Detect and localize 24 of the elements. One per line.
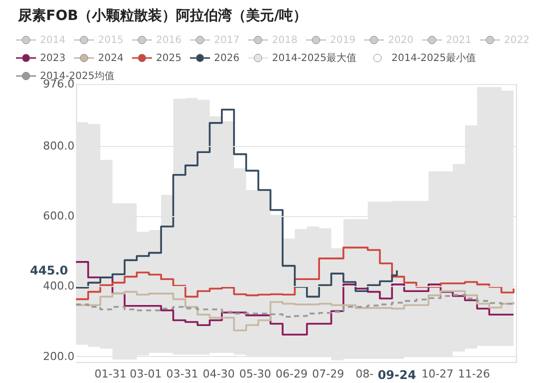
y-tick-label: 800.0 [43, 139, 74, 152]
text: 09-24 [378, 368, 416, 382]
legend-label: 2025 [156, 53, 182, 64]
x-tick-label: 03-01 [130, 368, 162, 380]
x-tick-label: 01-31 [94, 368, 127, 380]
x-tick-label: 11-26 [458, 368, 490, 380]
legend-label: 2023 [40, 53, 66, 64]
x-tick-label: 03-31 [166, 368, 198, 380]
legend-label: 2014-2025最小值 [392, 52, 476, 64]
chart-title: 尿素FOB（小颗粒散装）阿拉伯湾（美元/吨） [17, 7, 308, 24]
text: 445.0 [30, 263, 68, 278]
legend-label: 2024 [98, 53, 124, 64]
legend-label: 2014-2025最大值 [272, 52, 357, 64]
x-tick-label: 04-30 [202, 368, 235, 380]
y-tick-label: 400.0 [43, 280, 74, 293]
x-tick-label: 08- [356, 368, 374, 380]
y-tick-label: 976.0 [43, 78, 74, 90]
x-tick-label: 10-27 [422, 368, 454, 380]
x-tick-label: 07-29 [312, 368, 344, 380]
x-tick-label: 05-30 [239, 368, 272, 380]
y-tick-label: 200.0 [43, 350, 74, 363]
legend-label: 2026 [214, 53, 240, 64]
y-tick-label: 600.0 [43, 209, 74, 222]
x-tick-label: 06-29 [276, 368, 308, 380]
